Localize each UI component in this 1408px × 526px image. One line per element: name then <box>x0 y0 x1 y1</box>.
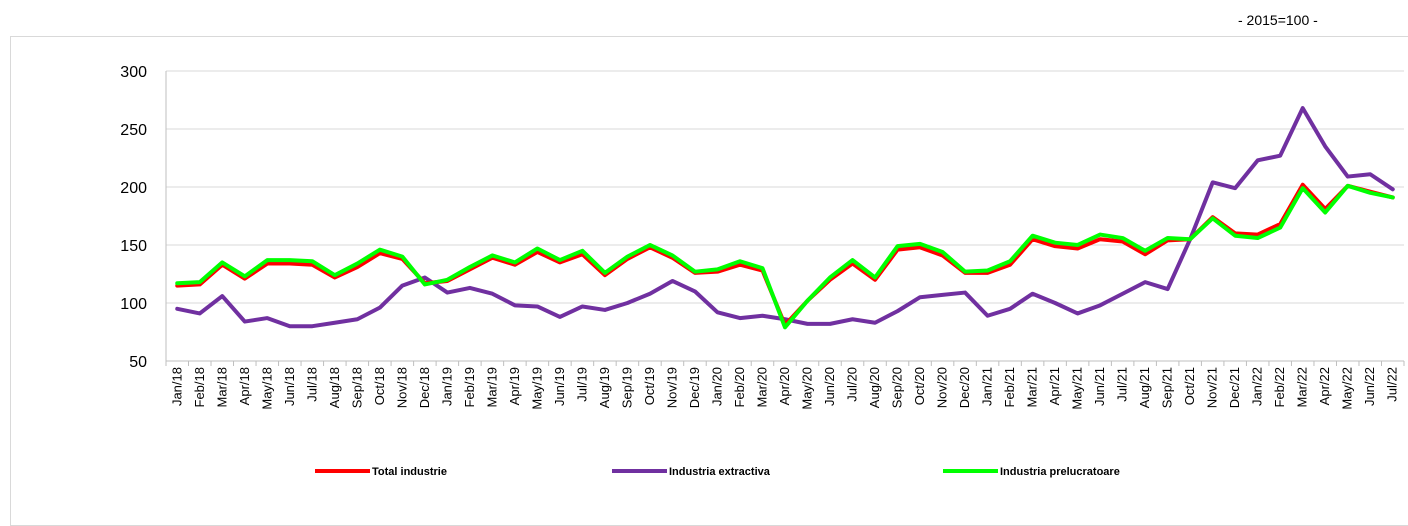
x-tick-label: Jan/20 <box>709 367 724 406</box>
x-tick-label: Apr/18 <box>237 367 252 405</box>
x-tick-label: Jun/22 <box>1362 367 1377 406</box>
y-tick-label: 150 <box>120 238 147 255</box>
y-tick-label: 300 <box>120 64 147 81</box>
x-tick-label: May/21 <box>1070 367 1085 410</box>
x-tick-label: Aug/18 <box>327 367 342 408</box>
x-tick-label: May/20 <box>800 367 815 410</box>
x-tick-label: Feb/21 <box>1002 367 1017 407</box>
x-tick-label: Jan/22 <box>1250 367 1265 406</box>
x-tick-label: May/22 <box>1340 367 1355 410</box>
x-tick-label: Sep/20 <box>890 367 905 408</box>
x-tick-label: Apr/19 <box>507 367 522 405</box>
x-tick-label: Jul/20 <box>845 367 860 402</box>
x-tick-label: Jun/20 <box>822 367 837 406</box>
x-tick-label: Oct/21 <box>1182 367 1197 405</box>
y-tick-label: 100 <box>120 296 147 313</box>
x-tick-label: Apr/21 <box>1047 367 1062 405</box>
x-tick-label: Jun/19 <box>552 367 567 406</box>
legend: Total industrie Industria extractiva Indus… <box>315 466 1120 478</box>
x-tick-label: Feb/18 <box>192 367 207 407</box>
x-tick-label: Mar/21 <box>1025 367 1040 407</box>
line-chart: 50 100 150 200 250 300 Jan/18 Feb/18 Mar/18 Apr/… <box>120 64 1405 478</box>
legend-label: Industria extractiva <box>669 466 771 478</box>
x-tick-label: May/19 <box>529 367 544 410</box>
x-tick-label: Apr/22 <box>1317 367 1332 405</box>
x-tick-label: Mar/22 <box>1295 367 1310 407</box>
x-tick-label: Mar/19 <box>484 367 499 407</box>
x-tick-label: Aug/21 <box>1137 367 1152 408</box>
legend-label: Total industrie <box>372 466 447 478</box>
x-tick-label: Jul/22 <box>1385 367 1400 402</box>
x-tick-label: Feb/22 <box>1272 367 1287 407</box>
x-tick-label: Jan/19 <box>439 367 454 406</box>
x-tick-label: Aug/19 <box>597 367 612 408</box>
series-lines <box>175 106 1395 330</box>
x-tick-label: Jan/21 <box>980 367 995 406</box>
x-tick-label: Mar/20 <box>754 367 769 407</box>
x-tick-label: Sep/19 <box>619 367 634 408</box>
x-tick-label: Nov/19 <box>664 367 679 408</box>
x-tick-label: Mar/18 <box>214 367 229 407</box>
x-tick-label: Feb/19 <box>462 367 477 407</box>
x-tick-label: Jun/21 <box>1092 367 1107 406</box>
x-tick-label: Dec/19 <box>687 367 702 408</box>
x-tick-label: Aug/20 <box>867 367 882 408</box>
x-tick-label: May/18 <box>259 367 274 410</box>
x-tick-label: Dec/21 <box>1227 367 1242 408</box>
series-line-total-industrie <box>175 182 1395 328</box>
x-tick-label: Dec/20 <box>957 367 972 408</box>
x-tick-label: Apr/20 <box>777 367 792 405</box>
x-axis: Jan/18 Feb/18 Mar/18 Apr/18 May/18 Jun/18 Jul/… <box>165 360 1405 410</box>
x-tick-label: Jul/19 <box>574 367 589 402</box>
y-tick-label: 200 <box>120 180 147 197</box>
x-tick-label: Nov/21 <box>1205 367 1220 408</box>
x-tick-label: Oct/19 <box>642 367 657 405</box>
x-tick-label: Sep/21 <box>1160 367 1175 408</box>
legend-label: Industria prelucratoare <box>1000 466 1120 478</box>
legend-item: Total industrie <box>315 466 447 478</box>
x-tick-label: Dec/18 <box>417 367 432 408</box>
x-tick-label: Jul/18 <box>304 367 319 402</box>
x-tick-label: Sep/18 <box>349 367 364 408</box>
y-tick-label: 50 <box>129 354 147 371</box>
legend-item: Industria prelucratoare <box>943 466 1120 478</box>
base-year-note: - 2015=100 - <box>1238 12 1318 28</box>
x-tick-label: Nov/18 <box>394 367 409 408</box>
x-tick-label: Nov/20 <box>935 367 950 408</box>
x-tick-label: Jun/18 <box>282 367 297 406</box>
x-tick-label: Oct/20 <box>912 367 927 405</box>
series-line-industria-prelucratoare <box>175 183 1395 330</box>
y-tick-label: 250 <box>120 122 147 139</box>
x-tick-label: Jul/21 <box>1115 367 1130 402</box>
y-axis: 50 100 150 200 250 300 <box>120 64 167 371</box>
legend-item: Industria extractiva <box>612 466 771 478</box>
x-tick-label: Feb/20 <box>732 367 747 407</box>
gridlines <box>166 70 1404 304</box>
x-tick-label: Oct/18 <box>372 367 387 405</box>
x-tick-label: Jan/18 <box>169 367 184 406</box>
